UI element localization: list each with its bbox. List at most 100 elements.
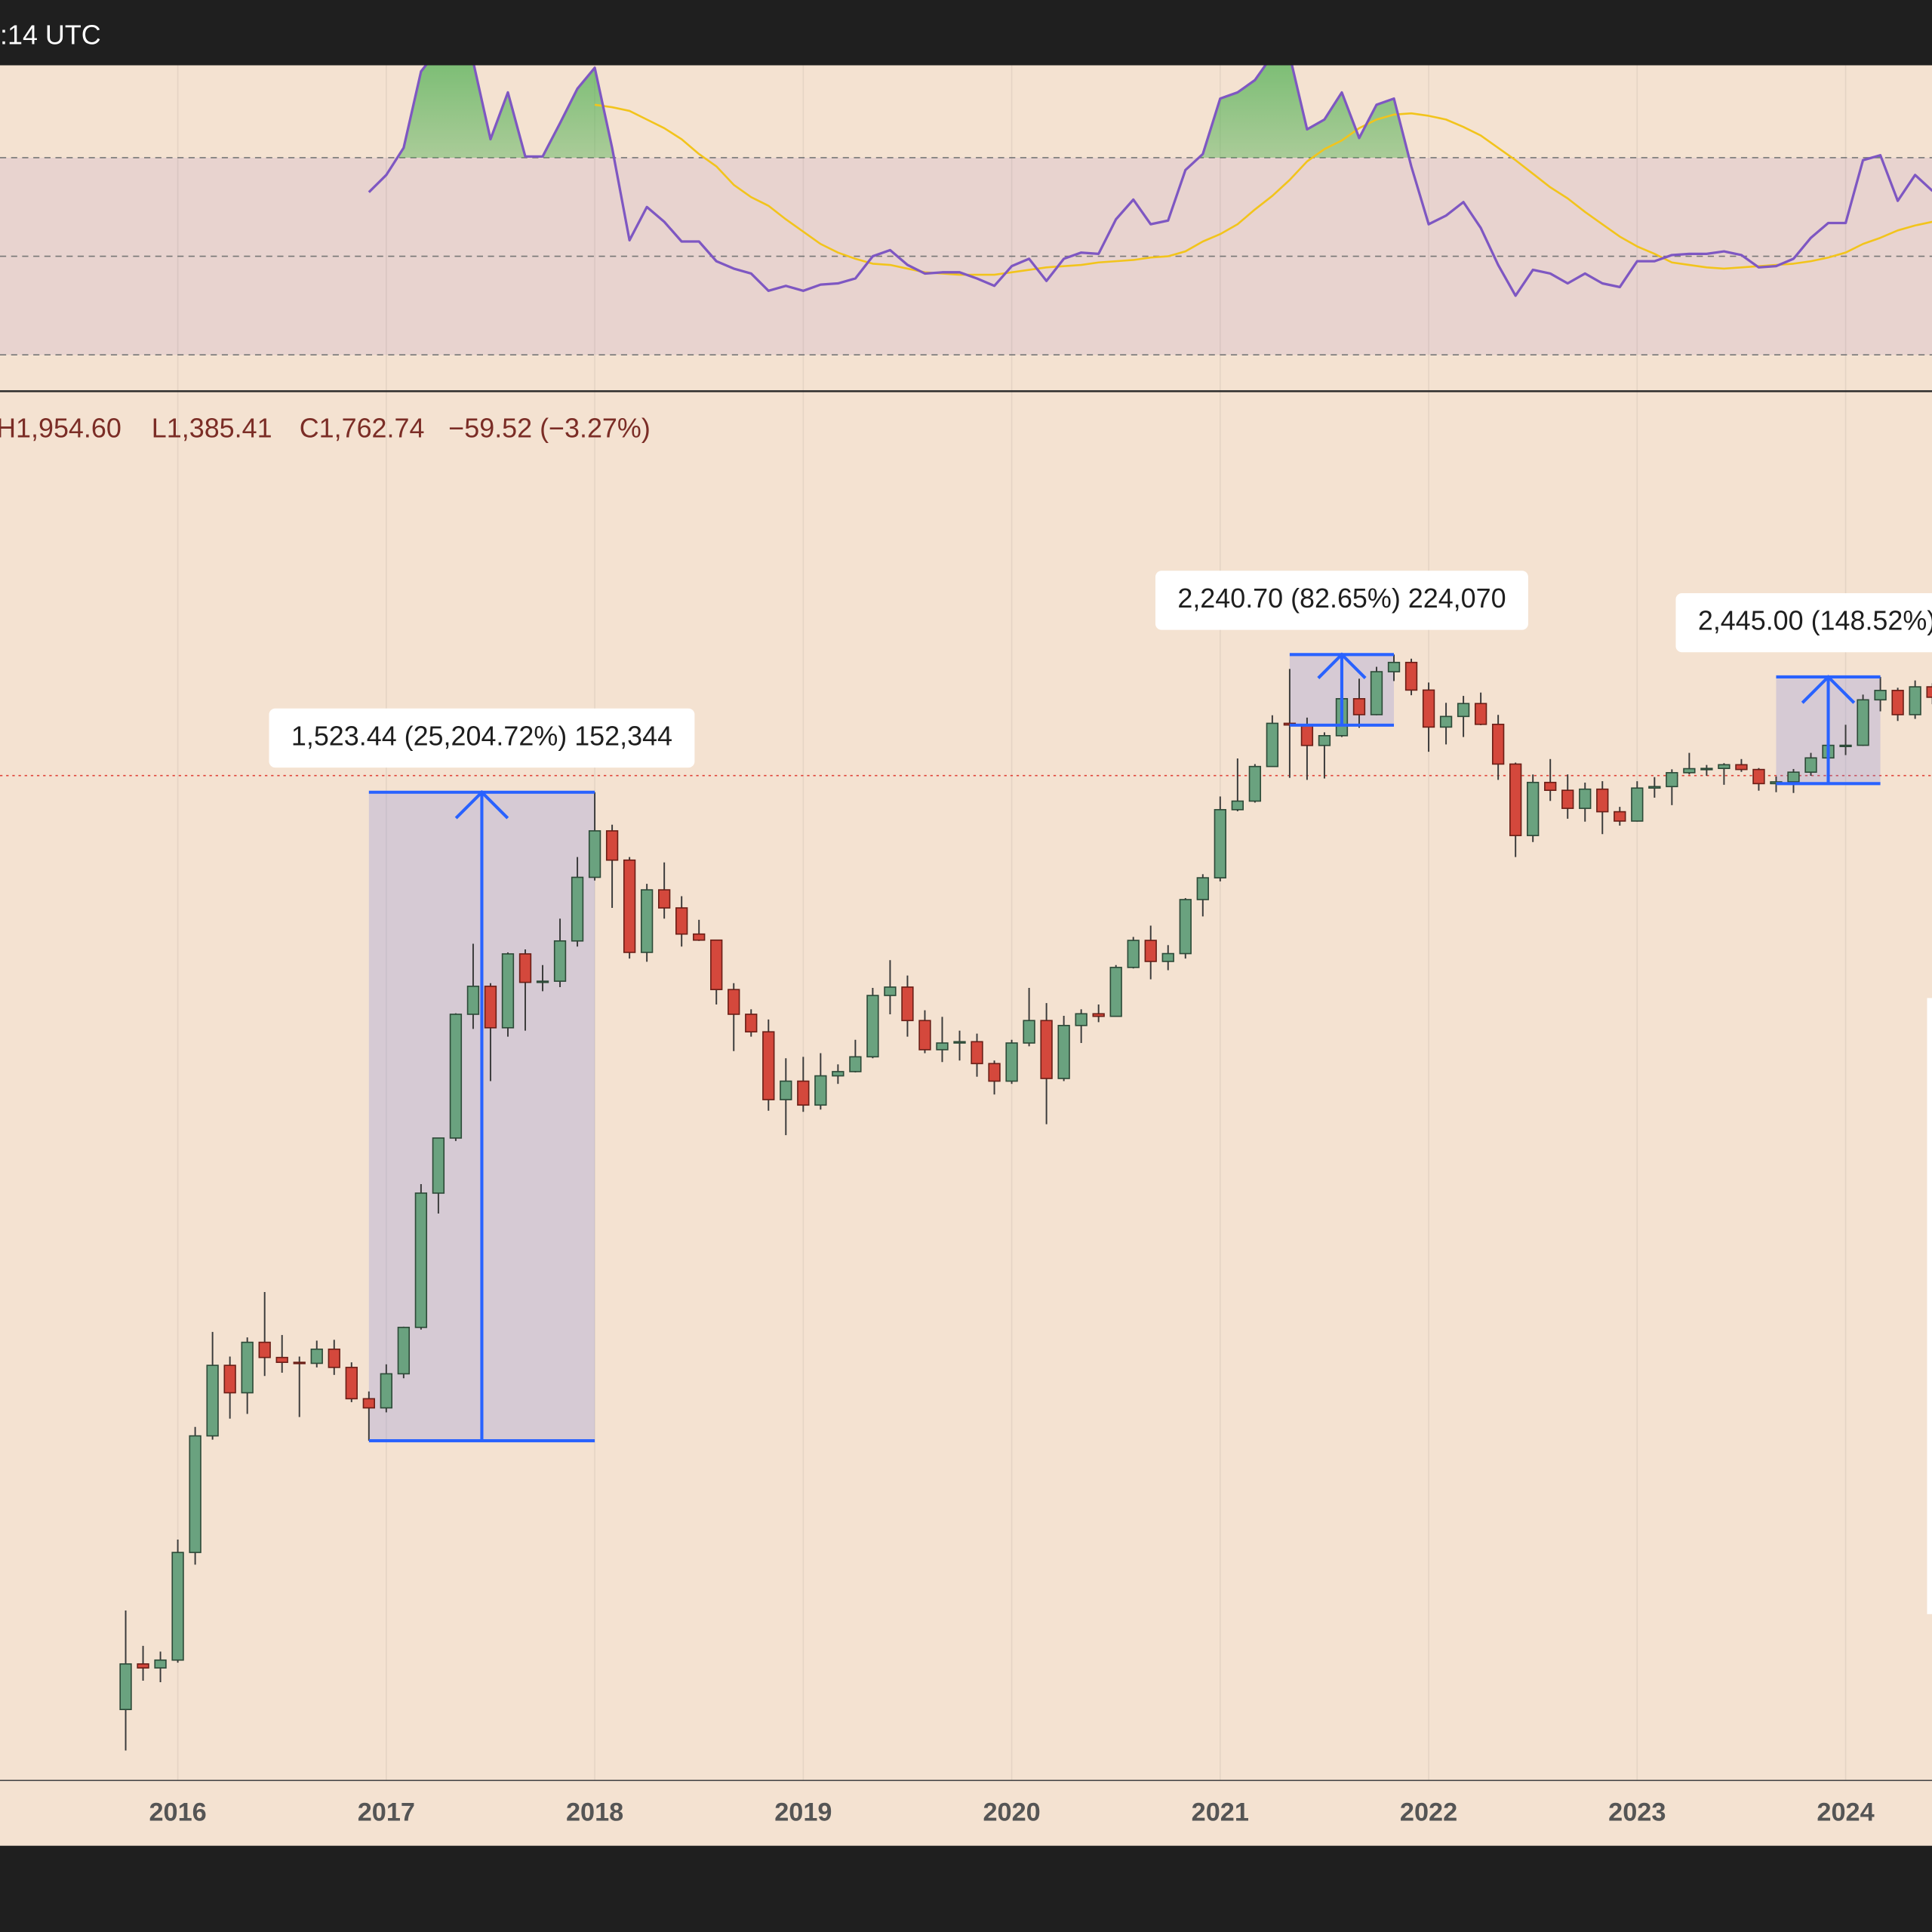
candle-body bbox=[1387, 661, 1401, 672]
candle-body bbox=[223, 1364, 236, 1394]
candle-body bbox=[1266, 722, 1279, 768]
candle-body bbox=[154, 1659, 167, 1669]
candle-body bbox=[1075, 1013, 1088, 1026]
candle-body bbox=[1614, 811, 1626, 822]
candle-body bbox=[1404, 661, 1418, 691]
x-tick-label: 2019 bbox=[774, 1798, 832, 1826]
candle-body bbox=[1666, 772, 1678, 788]
legend-low: L1,385.41 bbox=[152, 412, 272, 443]
candle-body bbox=[1527, 781, 1540, 836]
measure-label: 2,240.70 (82.65%) 224,070 bbox=[1177, 583, 1506, 614]
candle-body bbox=[1318, 735, 1331, 746]
candle-body bbox=[849, 1056, 862, 1072]
candle-body bbox=[1457, 703, 1470, 718]
x-tick-label: 2018 bbox=[566, 1798, 623, 1826]
candle-body bbox=[206, 1364, 219, 1437]
candle-body bbox=[1561, 789, 1574, 809]
candle-body bbox=[1579, 788, 1592, 809]
candle-body bbox=[675, 907, 688, 935]
candle-body bbox=[1214, 809, 1226, 878]
candle-body bbox=[1509, 763, 1522, 836]
candle-body bbox=[241, 1341, 254, 1394]
candle-body bbox=[832, 1071, 844, 1077]
x-tick-label: 2017 bbox=[358, 1798, 415, 1826]
candle-body bbox=[466, 986, 480, 1015]
x-tick-label: 2024 bbox=[1817, 1798, 1874, 1826]
candle-body bbox=[1352, 698, 1366, 715]
candle-body bbox=[189, 1435, 202, 1553]
candle-body bbox=[518, 953, 532, 983]
top-bar bbox=[0, 0, 1932, 66]
rsi-average-line bbox=[594, 103, 1932, 276]
candle-body bbox=[762, 1031, 775, 1100]
candle-body bbox=[1752, 768, 1765, 785]
candle-body bbox=[1926, 686, 1932, 698]
candle-body bbox=[258, 1341, 271, 1358]
candle-body bbox=[1144, 940, 1157, 962]
candle-body bbox=[1683, 768, 1696, 774]
legend-change: −59.52 (−3.27%) bbox=[448, 412, 651, 443]
candle-body bbox=[728, 989, 740, 1015]
candle-body bbox=[1422, 689, 1435, 728]
candle-body bbox=[1735, 764, 1748, 771]
candle-body bbox=[657, 889, 671, 909]
measure-label-box bbox=[269, 708, 695, 768]
candle-body bbox=[1874, 690, 1887, 701]
candle-body bbox=[1023, 1020, 1035, 1044]
candle-body bbox=[936, 1042, 949, 1051]
bottom-bar bbox=[0, 1845, 1932, 1932]
x-tick-label: 2022 bbox=[1400, 1798, 1457, 1826]
measure-label: 2,445.00 (148.52%) 2 bbox=[1698, 605, 1932, 636]
candle-body bbox=[1248, 765, 1262, 802]
candle-body bbox=[501, 953, 515, 1029]
candle-body bbox=[1179, 899, 1192, 955]
candle-body bbox=[1648, 786, 1661, 789]
candle-body bbox=[693, 933, 706, 941]
candle-body bbox=[814, 1075, 827, 1106]
candle-body bbox=[918, 1020, 931, 1051]
candle-body bbox=[345, 1367, 358, 1400]
candle-body bbox=[1857, 699, 1869, 746]
candle-body bbox=[797, 1080, 810, 1106]
candle-body bbox=[1787, 771, 1800, 783]
candle-body bbox=[1040, 1020, 1053, 1079]
candle-body bbox=[1300, 724, 1314, 746]
candle-body bbox=[536, 980, 549, 983]
candle-body bbox=[362, 1398, 375, 1409]
candle-body bbox=[328, 1348, 340, 1368]
candle-body bbox=[1439, 715, 1453, 728]
candle-body bbox=[1596, 788, 1609, 813]
candle-body bbox=[432, 1137, 445, 1194]
rsi-lines bbox=[368, 65, 1932, 297]
x-tick-label: 2023 bbox=[1608, 1798, 1666, 1826]
candle-body bbox=[484, 986, 497, 1029]
candle-body bbox=[623, 859, 636, 953]
candle-body bbox=[1005, 1042, 1018, 1082]
candle-body bbox=[275, 1356, 288, 1363]
rsi-pane bbox=[0, 65, 1932, 391]
candle-body bbox=[588, 830, 601, 878]
measure-arrowhead bbox=[454, 789, 509, 820]
rsi-line bbox=[368, 65, 1932, 297]
candle-body bbox=[1491, 723, 1505, 765]
candle-body bbox=[171, 1552, 184, 1661]
candle-body bbox=[780, 1080, 792, 1100]
candle-body bbox=[1631, 787, 1644, 822]
candle-body bbox=[119, 1663, 132, 1711]
candle-body bbox=[605, 830, 619, 861]
candle-body bbox=[1700, 768, 1713, 771]
candle-body bbox=[1161, 952, 1174, 962]
candle-body bbox=[971, 1041, 983, 1065]
candle-body bbox=[137, 1663, 149, 1669]
candle-body bbox=[710, 939, 723, 991]
candle-body bbox=[640, 889, 654, 953]
candle-body bbox=[1544, 781, 1557, 791]
candle-body bbox=[1909, 686, 1921, 715]
legend-high: H1,954.60 bbox=[0, 412, 122, 443]
legend-close: C1,762.74 bbox=[300, 412, 425, 443]
candle-body bbox=[449, 1014, 463, 1139]
measure-label: 1,523.44 (25,204.72%) 152,344 bbox=[291, 720, 672, 751]
candle-body bbox=[988, 1063, 1001, 1082]
side-panel bbox=[1927, 998, 1932, 1614]
